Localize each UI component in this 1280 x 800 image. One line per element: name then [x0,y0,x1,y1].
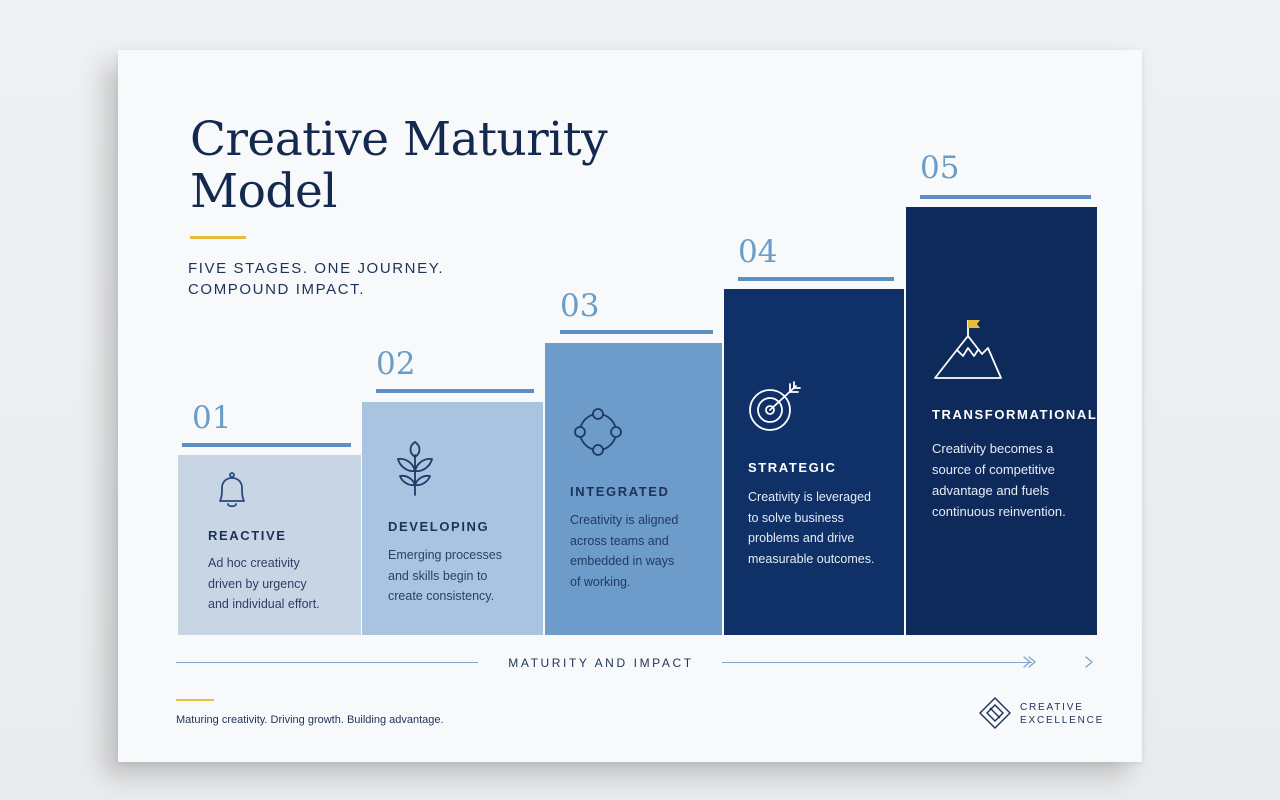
arrow-right-icon [1023,656,1037,668]
stage-5-cap [920,195,1091,199]
stage-5-desc: Creativity becomes a source of competiti… [932,438,1066,522]
stage-3-desc-line: of working. [570,574,631,589]
stage-5-desc-line: Creativity becomes a [932,441,1054,456]
title-line-2: Model [190,164,337,219]
stage-1-desc: Ad hoc creativity driven by urgency and … [208,553,320,615]
stage-5-desc-line: source of competitive [932,462,1055,477]
stage-1-desc-line: driven by urgency [208,576,307,591]
axis-line-left [176,662,478,663]
stage-1-cap [182,443,351,447]
brand-line-1: CREATIVE [1020,702,1084,713]
stage-5-title: TRANSFORMATIONAL [932,407,1098,422]
slide-card: Creative Maturity Model FIVE STAGES. ONE… [118,50,1142,762]
stage-4-cap [738,277,894,281]
brand-line-2: EXCELLENCE [1020,715,1105,726]
stage-2-block [362,402,543,635]
stage-5-desc-line: advantage and fuels [932,483,1050,498]
stage-4-desc-line: measurable outcomes. [748,551,875,566]
stage-4-desc-line: Creativity is leveraged [748,490,871,504]
stage-3-number: 03 [560,288,600,324]
stage-4-block [724,289,904,635]
stage-5-number: 05 [920,150,960,186]
chevron-right-icon [1085,656,1094,668]
stage-1-title: REACTIVE [208,528,287,543]
stage-2-desc: Emerging processes and skills begin to c… [388,545,502,607]
stage-3-title: INTEGRATED [570,484,670,499]
stage-4-desc: Creativity is leveraged to solve busines… [748,487,874,569]
footer-tagline: Maturing creativity. Driving growth. Bui… [176,714,444,726]
stage-4-desc-line: problems and drive [748,531,855,545]
axis-line-right [722,662,1032,663]
stage-2-desc-line: create consistency. [388,589,495,603]
connected-nodes-icon [574,408,622,456]
title-line-1: Creative Maturity [190,112,608,167]
page-title: Creative Maturity Model [190,114,650,218]
target-arrow-icon [749,381,801,431]
stage-2-desc-line: Emerging processes [388,548,502,562]
bell-icon [219,472,245,508]
stage-3-desc-line: across teams and [570,533,669,548]
stage-3-desc-line: embedded in ways [570,554,675,568]
title-accent-rule [190,236,246,239]
stage-2-cap [376,389,534,393]
mountain-flag-icon [934,320,1002,379]
tagline-line-2: COMPOUND IMPACT. [188,281,365,298]
tagline-line-1: FIVE STAGES. ONE JOURNEY. [188,260,445,277]
stage-1-block [178,455,361,635]
stage-1-desc-line: and individual effort. [208,597,320,611]
stage-1-desc-line: Ad hoc creativity [208,556,300,570]
footer-accent-rule [176,699,214,701]
stage-3-desc: Creativity is aligned across teams and e… [570,510,678,592]
stage-4-number: 04 [738,234,778,270]
stage-3-block [545,343,722,635]
stage-3-cap [560,330,713,334]
diamond-logo-icon [979,697,1011,729]
stage-3-desc-line: Creativity is aligned [570,513,679,527]
stage-5-block [906,207,1097,635]
stage-4-desc-line: to solve business [748,510,844,525]
sprout-icon [397,441,433,496]
brand-wordmark: CREATIVE EXCELLENCE [1020,701,1104,727]
stage-2-title: DEVELOPING [388,519,490,534]
stage-2-number: 02 [376,346,416,382]
stage-5-desc-line: continuous reinvention. [932,504,1066,519]
axis-label: MATURITY AND IMPACT [508,656,694,670]
tagline: FIVE STAGES. ONE JOURNEY. COMPOUND IMPAC… [188,258,444,300]
stage-1-number: 01 [192,400,232,436]
stage-2-desc-line: and skills begin to [388,568,488,583]
stage-4-title: STRATEGIC [748,460,837,475]
